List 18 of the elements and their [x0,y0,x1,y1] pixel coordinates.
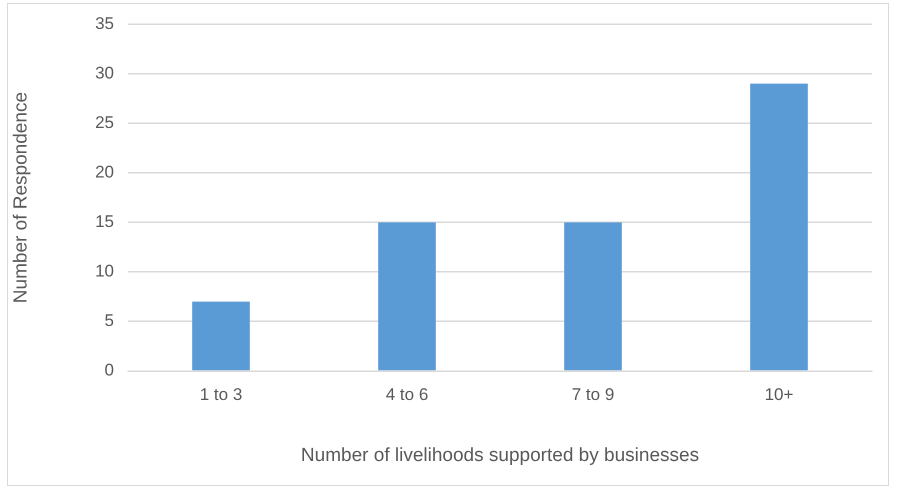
bar [750,84,808,370]
x-tick-label: 10+ [764,384,794,404]
y-axis-title: Number of Respondence [10,92,32,304]
x-tick-label: 1 to 3 [200,384,242,404]
y-tick-label: 15 [95,212,114,232]
y-tick-label: 0 [104,360,114,380]
x-axis-title: Number of livelihoods supported by businesses [300,444,700,466]
y-tick-label: 30 [95,63,114,82]
x-tick-label: 4 to 6 [386,384,428,404]
y-tick-label: 10 [95,262,114,281]
bar [192,302,250,370]
y-tick-label: 25 [95,112,114,132]
y-tick-label: 5 [104,311,114,330]
y-tick-label: 35 [95,14,114,33]
x-tick-label: 7 to 9 [572,384,614,404]
bar [564,222,622,370]
y-tick-label: 20 [95,162,114,182]
bar [378,222,436,370]
